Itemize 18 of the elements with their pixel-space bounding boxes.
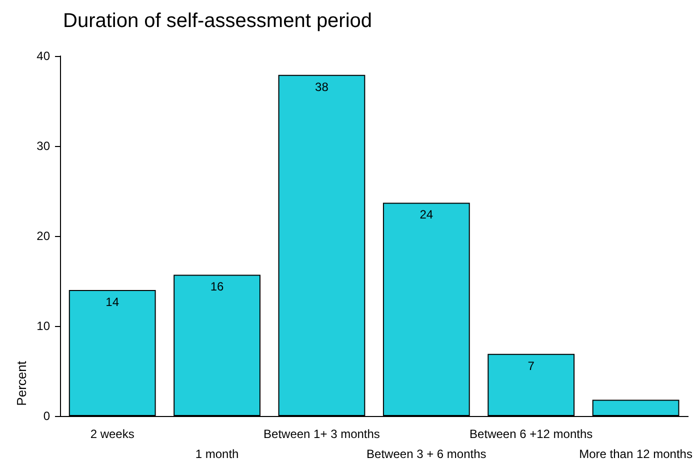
data-label: 14	[106, 295, 120, 309]
y-tick-label: 40	[36, 49, 50, 63]
x-tick-label: Between 1+ 3 months	[264, 427, 380, 441]
data-label: 38	[315, 80, 329, 94]
chart-title: Duration of self-assessment period	[63, 10, 372, 32]
y-axis-title: Percent	[14, 360, 29, 406]
y-tick-label: 10	[36, 319, 50, 333]
x-tick-label: 2 weeks	[90, 427, 134, 441]
data-label: 7	[528, 358, 535, 373]
x-tick-label: Between 6 +12 months	[470, 427, 593, 441]
x-tick-label: 1 month	[195, 447, 239, 461]
x-tick-label: Between 3 + 6 months	[366, 447, 486, 461]
y-tick-label: 0	[43, 409, 50, 423]
x-tick-label: More than 12 months	[579, 447, 692, 461]
y-tick-label: 20	[36, 229, 50, 243]
y-tick-label: 30	[36, 139, 50, 153]
data-label: 24	[420, 208, 434, 222]
data-label: 16	[210, 280, 224, 294]
